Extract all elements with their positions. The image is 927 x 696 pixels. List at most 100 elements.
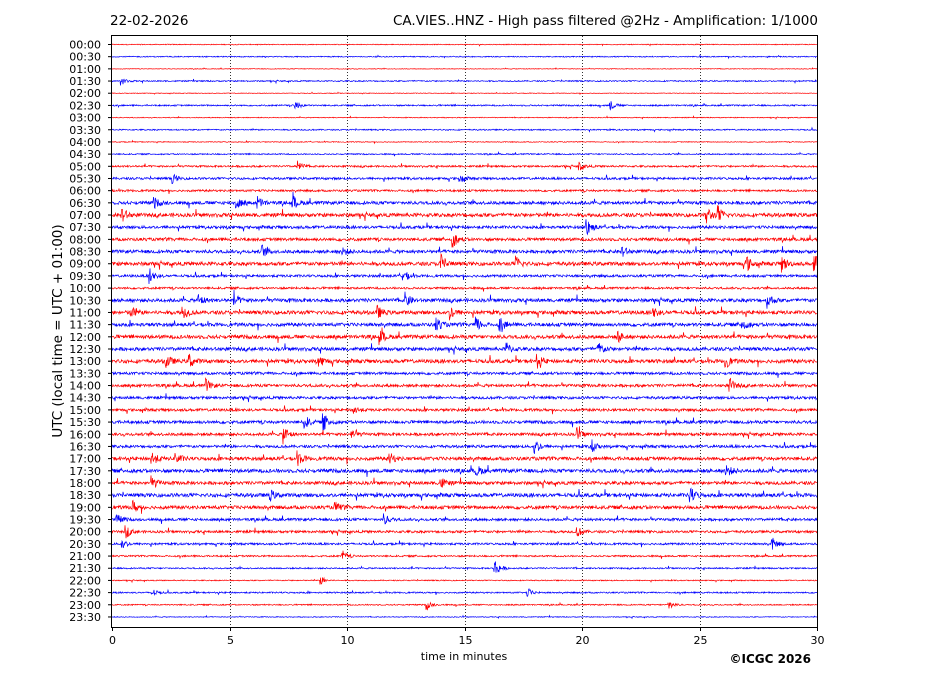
trace-0000 [111, 43, 818, 47]
y-tick-label: 08:30 [69, 246, 101, 259]
trace-0300 [111, 115, 818, 120]
y-tick-label: 07:00 [69, 209, 101, 222]
trace-2330 [111, 614, 818, 620]
trace-1500 [111, 405, 818, 415]
trace-2000 [111, 525, 818, 539]
trace-0500 [111, 160, 818, 171]
trace-1730 [111, 465, 818, 477]
y-tick-label: 06:30 [69, 197, 101, 210]
x-tick-label: 0 [109, 634, 116, 647]
y-tick-label: 04:00 [69, 136, 101, 149]
y-tick-label: 16:00 [69, 428, 101, 441]
y-tick-label: 23:00 [69, 599, 101, 612]
y-tick-labels: 00:0000:3001:0001:3002:0002:3003:0003:30… [69, 39, 112, 624]
trace-0700 [111, 205, 818, 224]
trace-1030 [111, 289, 818, 309]
y-tick-label: 05:30 [69, 172, 101, 185]
trace-0330 [111, 126, 818, 133]
trace-1300 [111, 353, 818, 369]
trace-1600 [111, 426, 818, 445]
x-axis-label: time in minutes [421, 650, 508, 663]
y-tick-label: 20:00 [69, 526, 101, 539]
trace-1830 [111, 487, 818, 503]
trace-2030 [111, 537, 818, 550]
y-tick-label: 20:30 [69, 538, 101, 551]
y-tick-label: 09:30 [69, 270, 101, 283]
y-tick-label: 21:00 [69, 550, 101, 563]
y-tick-label: 10:30 [69, 294, 101, 307]
trace-0030 [111, 54, 818, 60]
traces [111, 43, 818, 620]
y-tick-label: 16:30 [69, 440, 101, 453]
y-tick-label: 19:30 [69, 514, 101, 527]
trace-1400 [111, 377, 818, 392]
y-tick-label: 03:00 [69, 112, 101, 125]
y-tick-label: 00:00 [69, 39, 101, 52]
y-tick-label: 11:30 [69, 319, 101, 332]
y-tick-label: 11:00 [69, 306, 101, 319]
x-tick-label: 25 [694, 634, 708, 647]
y-tick-label: 22:30 [69, 587, 101, 600]
y-tick-label: 13:00 [69, 355, 101, 368]
y-tick-label: 22:00 [69, 574, 101, 587]
trace-1130 [111, 316, 818, 333]
y-tick-label: 02:30 [69, 99, 101, 112]
y-tick-label: 01:30 [69, 75, 101, 88]
y-tick-label: 14:30 [69, 392, 101, 405]
y-tick-label: 09:00 [69, 258, 101, 271]
trace-1930 [111, 513, 818, 525]
trace-2300 [111, 601, 818, 611]
trace-1800 [111, 475, 818, 489]
x-tick-label: 30 [811, 634, 825, 647]
trace-2200 [111, 576, 818, 585]
y-axis-label: UTC (local time = UTC + 01:00) [50, 224, 66, 437]
y-tick-label: 21:30 [69, 562, 101, 575]
y-tick-label: 04:30 [69, 148, 101, 161]
plot-frame [111, 35, 818, 628]
trace-1330 [111, 370, 818, 378]
x-tick-label: 20 [576, 634, 590, 647]
trace-0200 [111, 91, 818, 96]
y-tick-label: 02:00 [69, 87, 101, 100]
trace-2130 [111, 561, 818, 573]
trace-0600 [111, 188, 818, 195]
trace-1630 [111, 439, 818, 454]
x-ticks: 0 5 10 15 20 25 30 [109, 627, 825, 647]
grid [230, 36, 701, 627]
y-tick-label: 19:00 [69, 501, 101, 514]
copyright-label: ©ICGC 2026 [729, 652, 811, 666]
y-tick-label: 18:00 [69, 477, 101, 490]
chart-title: CA.VIES..HNZ - High pass filtered @2Hz -… [393, 13, 818, 29]
y-tick-label: 10:00 [69, 282, 101, 295]
y-tick-label: 05:00 [69, 160, 101, 173]
y-tick-label: 14:00 [69, 380, 101, 393]
trace-0900 [111, 252, 818, 273]
chart-date: 22-02-2026 [110, 13, 188, 29]
trace-1530 [111, 413, 818, 432]
y-tick-label: 08:00 [69, 233, 101, 246]
y-tick-label: 03:30 [69, 124, 101, 137]
trace-0630 [111, 191, 818, 209]
y-tick-label: 15:30 [69, 416, 101, 429]
trace-1100 [111, 304, 818, 321]
trace-1900 [111, 499, 818, 514]
trace-0830 [111, 244, 818, 257]
trace-1430 [111, 393, 818, 403]
y-tick-label: 15:00 [69, 404, 101, 417]
trace-1230 [111, 342, 818, 355]
trace-0100 [111, 67, 818, 70]
y-tick-label: 12:00 [69, 331, 101, 344]
y-tick-label: 13:30 [69, 367, 101, 380]
y-tick-label: 23:30 [69, 611, 101, 624]
trace-2100 [111, 550, 818, 560]
trace-0530 [111, 173, 818, 184]
trace-0930 [111, 268, 818, 285]
trace-0130 [111, 78, 818, 86]
y-tick-label: 07:30 [69, 221, 101, 234]
trace-2230 [111, 587, 818, 597]
y-tick-label: 00:30 [69, 51, 101, 64]
x-tick-label: 15 [459, 634, 473, 647]
trace-0730 [111, 219, 818, 236]
trace-1000 [111, 284, 818, 292]
